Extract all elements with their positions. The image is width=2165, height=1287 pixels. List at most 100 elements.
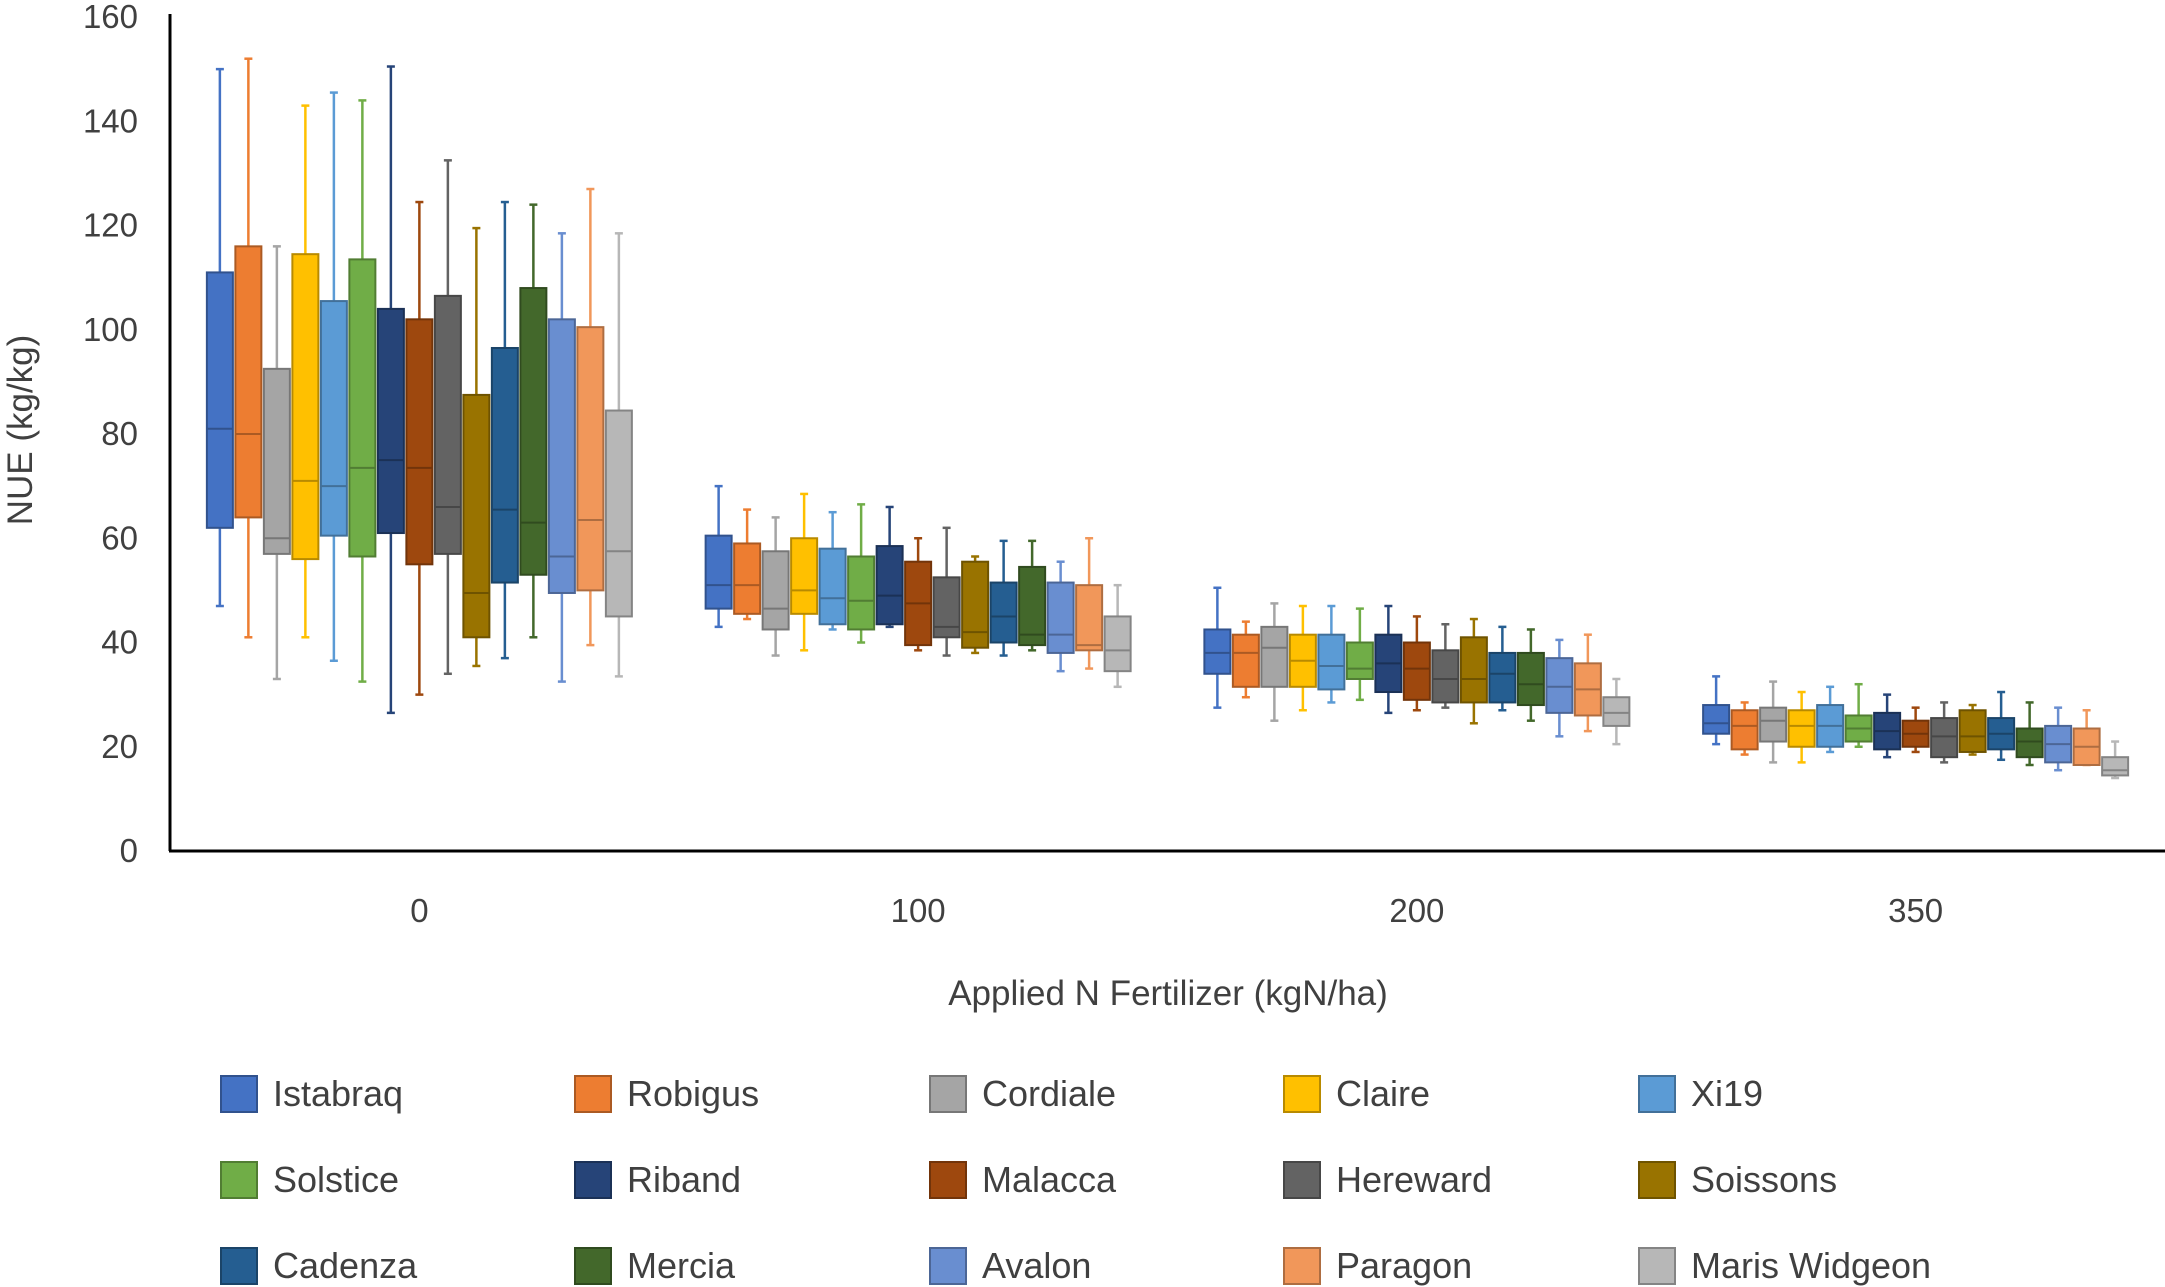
legend-item: Robigus	[574, 1073, 759, 1114]
box-body	[1459, 636, 1488, 704]
box-robigus-0	[234, 57, 263, 639]
legend-item: Avalon	[929, 1245, 1091, 1286]
box-body	[405, 318, 434, 566]
x-axis-ticks: 0 100 200 350	[410, 892, 1943, 929]
box-cordiale-200	[1260, 602, 1289, 722]
legend-swatch	[929, 1247, 967, 1285]
legend-swatch	[220, 1075, 258, 1113]
box-xi19-0	[319, 91, 348, 662]
box-body	[205, 271, 234, 529]
box-body	[262, 367, 291, 555]
legend-item: Istabraq	[220, 1073, 403, 1114]
box-body	[1730, 709, 1759, 751]
y-tick-label: 0	[120, 832, 138, 869]
box-malacca-200	[1402, 615, 1431, 712]
legend-item: Riband	[574, 1159, 741, 1200]
legend-label: Istabraq	[273, 1073, 403, 1114]
legend-item: Paragon	[1283, 1245, 1472, 1286]
box-body	[1018, 565, 1047, 647]
box-avalon-200	[1545, 638, 1574, 738]
legend-item: Solstice	[220, 1159, 399, 1200]
box-body	[733, 542, 762, 615]
box-riband-0	[376, 65, 405, 715]
box-body	[1930, 717, 1959, 759]
box-paragon-350	[2072, 709, 2101, 767]
legend-swatch	[1283, 1161, 1321, 1199]
box-body	[1317, 633, 1346, 691]
legend-label: Solstice	[273, 1159, 399, 1200]
box-mercia-350	[2015, 701, 2044, 767]
y-axis-title: NUE (kg/kg)	[1, 335, 40, 526]
legend-item: Xi19	[1638, 1073, 1763, 1114]
box-mercia-200	[1516, 628, 1545, 722]
box-solstice-200	[1345, 607, 1374, 702]
legend-item: Claire	[1283, 1073, 1430, 1114]
legend-label: Paragon	[1336, 1245, 1472, 1286]
legend-item: Malacca	[929, 1159, 1117, 1200]
y-tick-label: 60	[101, 519, 138, 556]
box-avalon-0	[547, 232, 576, 683]
box-cordiale-350	[1759, 680, 1788, 764]
y-tick-label: 80	[101, 415, 138, 452]
legend-swatch	[220, 1161, 258, 1199]
box-solstice-100	[847, 503, 876, 644]
box-solstice-0	[348, 99, 377, 683]
box-cadenza-200	[1488, 625, 1517, 712]
box-body	[1759, 706, 1788, 743]
legend-swatch	[220, 1247, 258, 1285]
box-cordiale-0	[262, 245, 291, 681]
box-body	[376, 307, 405, 535]
box-riband-200	[1374, 604, 1403, 715]
box-riband-350	[1873, 693, 1902, 759]
x-axis-title: Applied N Fertilizer (kgN/ha)	[948, 974, 1388, 1013]
box-riband-100	[875, 505, 904, 629]
box-body	[761, 550, 790, 631]
box-cadenza-0	[490, 200, 519, 660]
legend-label: Maris Widgeon	[1691, 1245, 1931, 1286]
box-xi19-100	[818, 510, 847, 631]
legend-label: Robigus	[627, 1073, 759, 1114]
x-tick-label: 0	[410, 892, 428, 929]
box-cordiale-100	[761, 516, 790, 657]
x-tick-label: 100	[891, 892, 946, 929]
legend-label: Claire	[1336, 1073, 1430, 1114]
legend-item: Soissons	[1638, 1159, 1837, 1200]
box-hereward-100	[932, 526, 961, 657]
legend-label: Mercia	[627, 1245, 736, 1286]
box-body	[433, 294, 462, 555]
box-hereward-350	[1930, 701, 1959, 764]
box-avalon-350	[2044, 706, 2073, 772]
box-paragon-0	[576, 187, 605, 647]
legend-item: Cordiale	[929, 1073, 1116, 1114]
legend-label: Avalon	[982, 1245, 1091, 1286]
box-body	[932, 576, 961, 639]
box-claire-0	[291, 104, 320, 639]
box-xi19-200	[1317, 604, 1346, 704]
box-claire-350	[1787, 690, 1816, 764]
y-tick-label: 120	[83, 207, 138, 244]
box-body	[704, 534, 733, 610]
box-mercia-0	[519, 203, 548, 639]
legend-item: Cadenza	[220, 1245, 418, 1286]
legend-swatch	[574, 1247, 612, 1285]
box-mercia-100	[1018, 539, 1047, 652]
box-paragon-200	[1573, 633, 1602, 733]
legend-item: Hereward	[1283, 1159, 1492, 1200]
legend-swatch	[574, 1075, 612, 1113]
legend-label: Soissons	[1691, 1159, 1837, 1200]
box-body	[576, 326, 605, 592]
box-maris-widgeon-100	[1103, 583, 1132, 689]
box-body	[1516, 651, 1545, 707]
box-body	[1602, 696, 1631, 727]
box-body	[1958, 709, 1987, 753]
legend-swatch	[1638, 1075, 1676, 1113]
box-body	[1075, 584, 1104, 652]
x-tick-label: 350	[1888, 892, 1943, 929]
box-body	[1545, 657, 1574, 714]
box-body	[875, 545, 904, 626]
box-body	[490, 346, 519, 584]
box-hereward-0	[433, 159, 462, 676]
box-malacca-100	[904, 537, 933, 652]
box-claire-200	[1288, 604, 1317, 712]
